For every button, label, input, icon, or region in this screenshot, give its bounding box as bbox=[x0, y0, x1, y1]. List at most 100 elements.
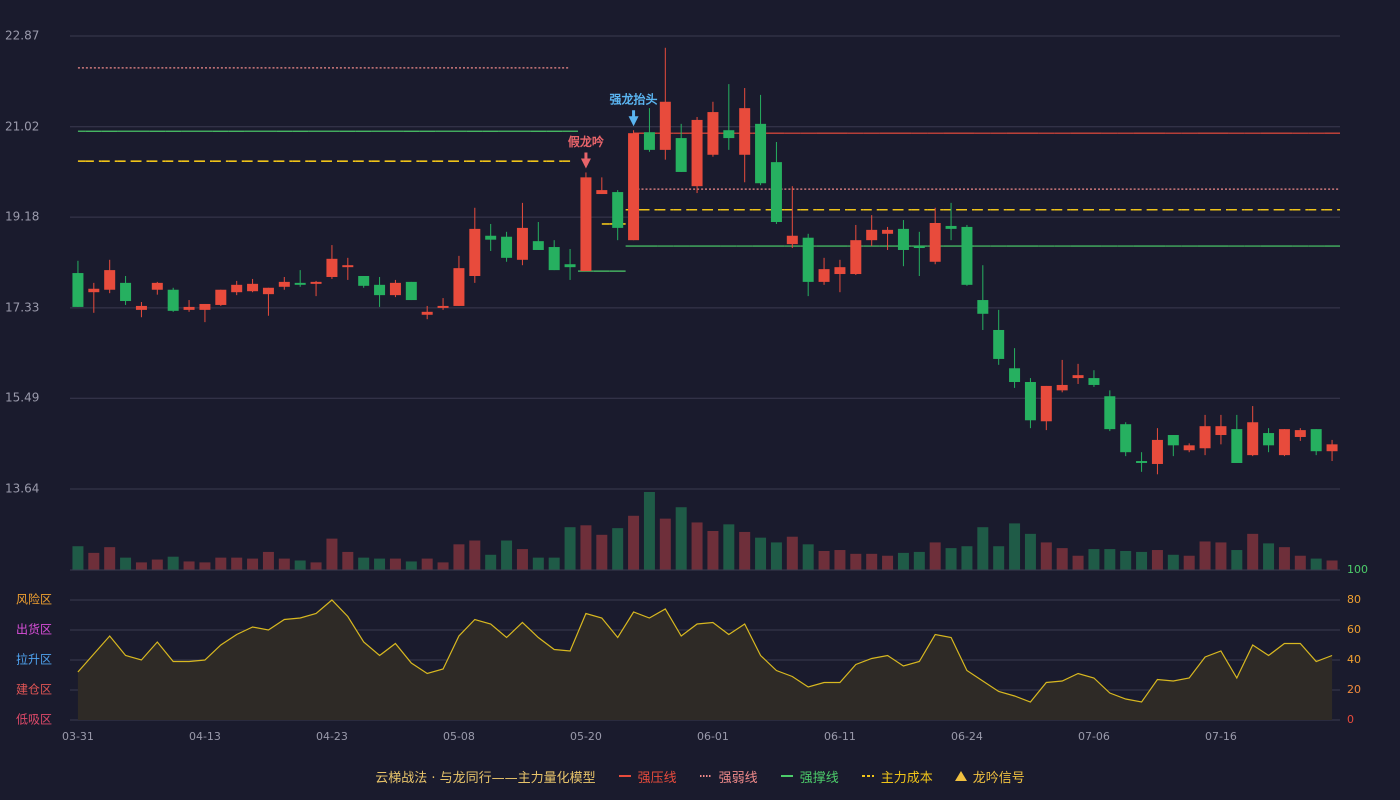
candle-body bbox=[691, 119, 703, 187]
candle-body bbox=[167, 289, 179, 311]
candle-body bbox=[151, 282, 163, 290]
volume-bar bbox=[977, 527, 989, 570]
volume-bar bbox=[342, 551, 354, 570]
x-tick-label: 07-06 bbox=[1078, 730, 1110, 743]
legend-swatch bbox=[780, 775, 793, 777]
volume-bar bbox=[548, 557, 560, 570]
candle-body bbox=[1088, 378, 1100, 385]
volume-bar bbox=[897, 552, 909, 570]
volume-bar bbox=[1072, 555, 1084, 570]
candle-body bbox=[1024, 382, 1036, 421]
candle-body bbox=[310, 281, 322, 284]
legend-title: 云梯战法 · 与龙同行——主力量化模型 bbox=[375, 770, 596, 786]
candle-body bbox=[183, 306, 195, 310]
volume-bar bbox=[707, 531, 719, 570]
candle-body bbox=[358, 275, 370, 286]
candle-body bbox=[374, 284, 386, 296]
volume-bar bbox=[72, 546, 84, 570]
legend-item: 龙吟信号 bbox=[954, 767, 1025, 786]
candle-body bbox=[659, 101, 671, 150]
candle-body bbox=[1072, 375, 1084, 379]
volume-bar bbox=[262, 551, 274, 570]
candle-body bbox=[1040, 385, 1052, 422]
volume-bar bbox=[993, 546, 1005, 570]
volume-bar bbox=[1326, 560, 1338, 570]
volume-bar bbox=[1088, 549, 1100, 570]
candle-body bbox=[1199, 426, 1211, 449]
volume-bar bbox=[691, 522, 703, 570]
candle-body bbox=[739, 108, 751, 155]
y2-tick-label: 20 bbox=[1347, 683, 1361, 696]
candle-body bbox=[421, 311, 433, 315]
volume-bar bbox=[961, 546, 973, 570]
candle-body bbox=[1009, 368, 1021, 383]
x-tick-label: 06-01 bbox=[697, 730, 729, 743]
volume-bar bbox=[1024, 533, 1036, 570]
candle-body bbox=[342, 265, 354, 268]
candle-body bbox=[1231, 429, 1243, 463]
legend: 云梯战法 · 与龙同行——主力量化模型 强压线 强弱线 强撑线 主力成本 龙吟信号 bbox=[0, 764, 1400, 788]
candle-body bbox=[866, 229, 878, 241]
volume-bar bbox=[389, 558, 401, 570]
legend-label: 强弱线 bbox=[718, 770, 758, 786]
candle-body bbox=[1294, 430, 1306, 437]
y2-tick-label: 40 bbox=[1347, 653, 1361, 666]
candle-body bbox=[786, 235, 798, 245]
candle-body bbox=[834, 267, 846, 275]
volume-bar bbox=[374, 558, 386, 570]
x-tick-label: 06-24 bbox=[951, 730, 983, 743]
candle-body bbox=[389, 282, 401, 296]
candle-body bbox=[72, 273, 84, 307]
candle-body bbox=[723, 130, 735, 139]
legend-label: 主力成本 bbox=[880, 770, 933, 786]
candle-body bbox=[818, 269, 830, 282]
candle-body bbox=[580, 177, 592, 272]
candle-body bbox=[469, 228, 481, 276]
volume-bar bbox=[1120, 550, 1132, 570]
candle-body bbox=[628, 133, 640, 241]
candle-body bbox=[532, 241, 544, 250]
volume-bar bbox=[1231, 550, 1243, 570]
volume-bar bbox=[104, 547, 116, 570]
candle-body bbox=[1167, 435, 1179, 446]
volume-bar bbox=[1183, 555, 1195, 570]
candle-body bbox=[1183, 445, 1195, 451]
volume-bar bbox=[469, 540, 481, 570]
volume-bar bbox=[453, 544, 465, 570]
candle-body bbox=[596, 190, 608, 195]
legend-swatch bbox=[618, 775, 631, 777]
volume-bar bbox=[818, 550, 830, 570]
legend-item: 强弱线 bbox=[699, 767, 758, 786]
volume-bar bbox=[88, 552, 100, 570]
candle-body bbox=[548, 247, 560, 271]
candle-body bbox=[1326, 444, 1338, 452]
candle-body bbox=[405, 281, 417, 301]
y2-tick-label: 0 bbox=[1347, 713, 1354, 726]
y-tick-label: 17.33 bbox=[5, 300, 39, 314]
volume-bar bbox=[1294, 555, 1306, 570]
x-tick-label: 07-16 bbox=[1205, 730, 1237, 743]
volume-bar bbox=[1247, 533, 1259, 570]
candle-body bbox=[501, 236, 513, 258]
y2-tick-label: 80 bbox=[1347, 593, 1361, 606]
volume-bar bbox=[405, 561, 417, 570]
x-tick-label: 04-23 bbox=[316, 730, 348, 743]
signal-arrow bbox=[580, 152, 591, 169]
signal-arrow bbox=[628, 110, 639, 127]
zone-label: 拉升区 bbox=[16, 652, 52, 667]
candle-body bbox=[437, 305, 449, 308]
candle-body bbox=[231, 284, 243, 293]
volume-bar bbox=[278, 558, 290, 570]
legend-swatch bbox=[954, 771, 967, 781]
volume-bar bbox=[167, 556, 179, 570]
y-tick-label: 21.02 bbox=[5, 119, 39, 133]
candle-body bbox=[453, 268, 465, 306]
chart: 22.87 21.02 19.18 17.33 15.49 13.64 假龙吟 强龙抬头 03-… bbox=[5, 29, 1368, 744]
candle-body bbox=[262, 287, 274, 295]
candle-body bbox=[897, 228, 909, 250]
volume-bar bbox=[739, 531, 751, 570]
volume-bar bbox=[1009, 523, 1021, 570]
zone-label: 风险区 bbox=[16, 592, 52, 607]
volume-bar bbox=[501, 540, 513, 570]
